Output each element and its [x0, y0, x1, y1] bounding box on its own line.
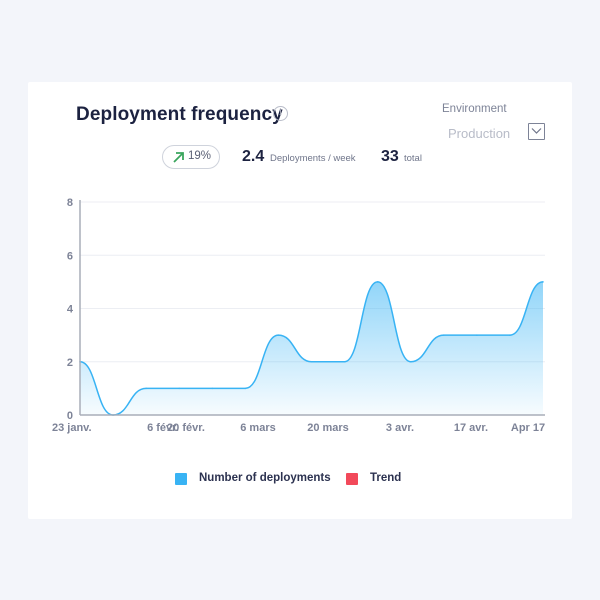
card-title: Deployment frequency	[76, 104, 283, 125]
trend-badge: 19%	[162, 145, 220, 169]
environment-select-value[interactable]: Production	[448, 126, 511, 141]
data-point[interactable]	[244, 387, 247, 390]
x-tick-label: 3 avr.	[386, 422, 414, 434]
deployment-frequency-card: Deployment frequency i Environment Produ…	[28, 82, 572, 519]
deployments-chart: 0 2 4 6 8 23 janv. 6 févr.20 févr. 6 mars 20 ma…	[52, 197, 545, 434]
deployments-per-week-value: 2.4	[242, 148, 265, 165]
x-tick-label: 6 mars	[240, 422, 275, 434]
info-icon[interactable]: i	[273, 106, 288, 121]
legend-label-trend[interactable]: Trend	[370, 472, 402, 484]
deployments-area	[80, 281, 543, 415]
y-tick-label: 6	[67, 250, 73, 262]
data-point[interactable]	[343, 360, 346, 363]
legend-swatch-trend	[346, 473, 358, 485]
data-point[interactable]	[476, 334, 478, 336]
trend-percent: 19%	[188, 150, 212, 162]
data-point[interactable]	[310, 360, 313, 363]
chevron-down-icon	[531, 128, 542, 134]
total-deployments-value: 33	[381, 148, 399, 165]
data-point[interactable]	[145, 387, 147, 390]
y-tick-label: 4	[67, 304, 74, 316]
environment-dropdown-button[interactable]	[528, 123, 545, 140]
x-tick-label: 20 mars	[307, 422, 349, 434]
environment-label: Environment	[442, 103, 507, 115]
legend-label-deployments[interactable]: Number of deployments	[199, 472, 331, 484]
deployments-per-week-unit: Deployments / week	[270, 153, 356, 164]
y-tick-label: 2	[67, 357, 73, 369]
data-point[interactable]	[277, 334, 280, 336]
x-tick-label: 23 janv.	[52, 422, 92, 434]
data-point[interactable]	[178, 387, 181, 390]
deployments-line	[79, 281, 544, 416]
data-point[interactable]	[211, 387, 214, 390]
x-tick-label: Apr 17	[511, 422, 545, 434]
legend-swatch-deployments	[175, 473, 187, 485]
x-tick-label: 17 avr.	[454, 422, 488, 434]
x-tick-label: 6 févr.	[147, 422, 179, 434]
data-point[interactable]	[376, 281, 379, 283]
y-tick-label: 0	[67, 410, 73, 422]
x-tick-label: 20 févr.	[167, 422, 205, 434]
arrow-up-right-icon	[173, 152, 184, 163]
data-point[interactable]	[509, 334, 511, 336]
data-point[interactable]	[442, 334, 445, 336]
y-tick-label: 8	[67, 197, 73, 209]
total-deployments-unit: total	[404, 153, 422, 164]
data-point[interactable]	[542, 281, 544, 283]
data-point[interactable]	[409, 360, 412, 363]
